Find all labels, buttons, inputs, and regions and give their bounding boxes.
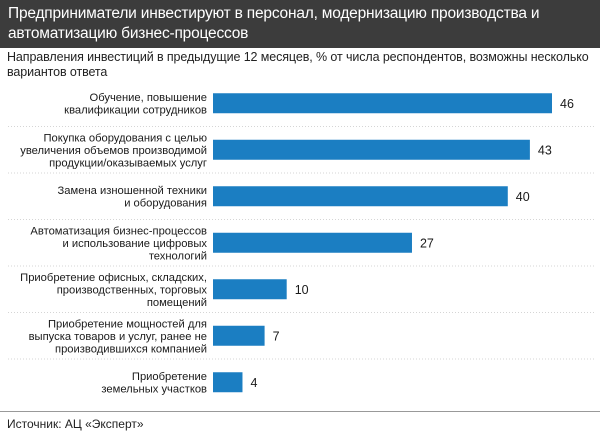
- value-label-4: 10: [295, 283, 309, 297]
- category-label-line: производственных, торговых: [57, 284, 208, 296]
- bar-4: [213, 279, 287, 300]
- value-label-6: 4: [250, 376, 257, 390]
- chart-title: Предприниматели инвестируют в персонал, …: [8, 5, 540, 42]
- category-label-line: Приобретение офисных, складских,: [20, 272, 207, 284]
- footer-divider: [0, 411, 600, 412]
- bar-6: [213, 372, 243, 393]
- category-label-line: Автоматизация бизнес-процессов: [30, 225, 207, 237]
- category-label-line: производившихся компанией: [55, 343, 207, 355]
- category-label-line: продукции/оказываемых услуг: [49, 157, 207, 169]
- bar-2: [213, 186, 508, 207]
- category-label-line: помещений: [147, 297, 207, 309]
- category-label-line: и оборудования: [124, 198, 207, 210]
- category-label-line: выпуска товаров и услуг, ранее не: [29, 331, 207, 343]
- category-label-4: Приобретение офисных, складских, производ…: [20, 272, 207, 309]
- category-label-3: Автоматизация бизнес-процессов и использо…: [30, 225, 207, 262]
- bar-3: [213, 232, 412, 253]
- category-label-line: Приобретение мощностей для: [48, 318, 207, 330]
- category-label-line: Обучение, повышение: [90, 92, 208, 104]
- category-label-line: земельных участков: [101, 384, 207, 396]
- category-label-6: Приобретение земельных участков: [101, 371, 207, 396]
- category-label-line: Замена изношенной техники: [58, 185, 207, 197]
- category-label-0: Обучение, повышение квалификации сотрудни…: [64, 92, 207, 117]
- category-label-line: квалификации сотрудников: [64, 105, 207, 117]
- category-label-line: технологий: [149, 250, 207, 262]
- source-note: Источник: АЦ «Эксперт»: [7, 417, 144, 431]
- value-label-2: 40: [516, 190, 530, 204]
- bar-1: [213, 139, 530, 160]
- value-label-3: 27: [420, 236, 434, 250]
- bar-5: [213, 325, 265, 346]
- value-label-5: 7: [273, 329, 280, 343]
- chart-subtitle: Направления инвестиций в предыдущие 12 м…: [7, 50, 589, 79]
- category-label-line: и использование цифровых: [63, 238, 208, 250]
- category-label-2: Замена изношенной техники и оборудования: [58, 185, 207, 210]
- category-label-1: Покупка оборудования с целью увеличения о…: [20, 132, 207, 169]
- chart-header: Предприниматели инвестируют в персонал, …: [0, 0, 600, 48]
- bar-0: [213, 93, 552, 114]
- value-label-0: 46: [560, 97, 574, 111]
- category-label-5: Приобретение мощностей для выпуска товаро…: [29, 318, 207, 355]
- bar-chart-svg: 46 Обучение, повышение квалификации сотруд…: [8, 92, 595, 396]
- category-label-line: Приобретение: [132, 371, 207, 383]
- bar-chart: 46 Обучение, повышение квалификации сотруд…: [0, 80, 600, 410]
- category-label-line: Покупка оборудования с целью: [43, 132, 207, 144]
- value-label-1: 43: [538, 143, 552, 157]
- category-label-line: увеличения объемов производимой: [20, 145, 207, 157]
